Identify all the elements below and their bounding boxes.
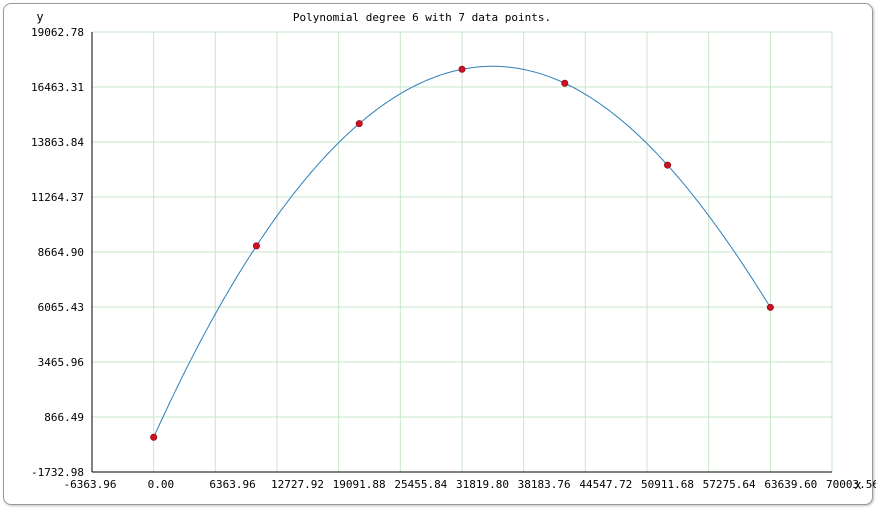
data-point-6 <box>766 303 774 311</box>
data-point-5 <box>664 161 672 169</box>
x-axis-label: x <box>854 478 861 492</box>
grid <box>91 31 833 473</box>
data-point-0 <box>150 433 158 441</box>
y-tick-label-5: 11264.37 <box>31 191 84 204</box>
x-tick-label-8: 44547.72 <box>579 478 632 491</box>
x-tick-label-0: -6363.96 <box>64 478 117 491</box>
y-axis-label: y <box>36 10 43 24</box>
y-tick-label-4: 8664.90 <box>38 246 84 259</box>
x-tick-labels: -6363.96 0.00 6363.96 12727.92 19091.88 25455… <box>64 478 876 491</box>
y-tick-label-7: 16463.31 <box>31 81 84 94</box>
x-tick-label-2: 6363.96 <box>209 478 255 491</box>
y-tick-label-8: 19062.78 <box>31 26 84 39</box>
x-tick-label-3: 12727.92 <box>271 478 324 491</box>
y-tick-label-6: 13863.84 <box>31 136 84 149</box>
y-tick-label-0: -1732.98 <box>31 466 84 479</box>
y-tick-label-1: 866.49 <box>44 411 84 424</box>
data-point-3 <box>458 65 466 73</box>
x-tick-label-6: 31819.80 <box>456 478 509 491</box>
y-tick-label-3: 6065.43 <box>38 301 84 314</box>
data-point-2 <box>355 120 363 128</box>
x-tick-label-9: 50911.68 <box>641 478 694 491</box>
data-point-4 <box>561 79 569 87</box>
x-tick-label-12: 70003.56 <box>826 478 876 491</box>
y-tick-label-2: 3465.96 <box>38 356 84 369</box>
x-tick-label-11: 63639.60 <box>764 478 817 491</box>
x-tick-label-5: 25455.84 <box>394 478 447 491</box>
x-tick-label-4: 19091.88 <box>333 478 386 491</box>
y-tick-labels: -1732.98 866.49 3465.96 6065.43 8664.90 11264… <box>31 26 84 479</box>
x-tick-label-10: 57275.64 <box>703 478 756 491</box>
axes <box>91 32 832 473</box>
data-point-1 <box>252 242 260 250</box>
x-tick-label-7: 38183.76 <box>518 478 571 491</box>
x-tick-label-1: 0.00 <box>148 478 175 491</box>
data-points <box>150 65 774 441</box>
chart-title: Polynomial degree 6 with 7 data points. <box>293 11 551 24</box>
